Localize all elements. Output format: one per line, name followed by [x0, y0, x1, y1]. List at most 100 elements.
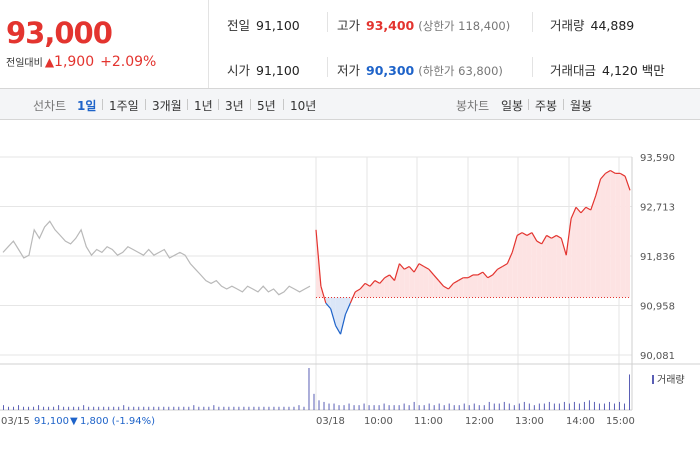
volume-bar [53, 406, 55, 410]
volume-bar [358, 405, 360, 410]
area-segment [443, 286, 449, 298]
area-segment [394, 263, 400, 298]
volume-bar [443, 405, 445, 410]
divider [327, 12, 328, 32]
price-segment [315, 229, 322, 287]
volume-bar [253, 406, 255, 410]
stat-high: 고가 93,400 (상한가 118,400) [337, 15, 510, 34]
period-5y-button[interactable]: 5년 [257, 99, 276, 113]
price-segment [423, 265, 430, 270]
area-segment [615, 173, 621, 298]
price-segment [511, 235, 518, 253]
volume-bar [503, 401, 505, 410]
volume-bar [193, 405, 195, 410]
weekly-candle-button[interactable]: 주봉 [535, 99, 558, 113]
period-1w-button[interactable]: 1주일 [109, 99, 139, 113]
volume-bar [553, 403, 555, 410]
area-segment [507, 252, 513, 298]
area-segment [492, 269, 498, 298]
period-3y-button[interactable]: 3년 [225, 99, 244, 113]
y-tick-label: 91,836 [640, 252, 675, 263]
y-axis: 93,590 92,713 91,836 90,958 90,081 [640, 153, 675, 362]
area-segment [409, 266, 415, 298]
area-segment [526, 232, 532, 298]
volume-bar [518, 403, 520, 410]
volume-bar [108, 406, 110, 410]
price-segment [404, 265, 410, 270]
period-3m-button[interactable]: 3개월 [152, 99, 182, 113]
volume-bar [33, 406, 35, 410]
candle-chart-label: 봉차트 [456, 99, 490, 113]
volume-bar [123, 405, 125, 410]
volume-bar [368, 405, 370, 410]
price-segment [477, 271, 484, 276]
area-segment [625, 176, 630, 298]
x-label-time: 13:00 [515, 416, 544, 427]
area-segment [419, 263, 424, 298]
volume-bar [73, 406, 75, 410]
area-segment [610, 170, 616, 298]
area-segment [605, 170, 611, 298]
stat-label: 전일 [227, 18, 251, 33]
stat-open: 시가 91,100 [227, 60, 300, 79]
area-segment [517, 232, 523, 298]
volume-bar [113, 406, 115, 410]
area-segment [325, 297, 331, 309]
area-segment [428, 269, 434, 298]
area-segment [512, 235, 518, 298]
divider [250, 99, 251, 110]
volume-bar [508, 403, 510, 410]
price-segment [379, 277, 386, 284]
volume-bar [313, 393, 315, 410]
price-segment [433, 274, 440, 281]
period-1y-button[interactable]: 1년 [194, 99, 213, 113]
volume-bar [318, 400, 320, 410]
divider [145, 99, 146, 110]
price-segment [575, 206, 582, 214]
volume-bar [308, 368, 310, 410]
volume-bar [188, 406, 190, 410]
area-segment [482, 272, 488, 298]
divider [327, 57, 328, 77]
volume-bar [568, 403, 570, 410]
area-segment [404, 266, 410, 298]
volume-bar [223, 406, 225, 410]
daily-candle-button[interactable]: 일봉 [501, 99, 524, 113]
volume-bar [448, 403, 450, 410]
area-segment [580, 207, 586, 298]
price-segment [560, 238, 567, 256]
chart-toolbar: 선차트 1일 1주일 3개월 1년 3년 5년 10년 봉차트 일봉 주봉 월봉 [0, 89, 700, 120]
x-label-time: 12:00 [465, 416, 494, 427]
price-segment [335, 325, 342, 335]
line-chart-label: 선차트 [33, 99, 67, 113]
area-segment [463, 277, 469, 298]
chart-areas [316, 170, 630, 335]
up-triangle-icon: ▲ [44, 55, 55, 69]
x-label-date: 03/18 [316, 416, 345, 427]
area-segment [335, 297, 341, 335]
volume-bar [198, 406, 200, 410]
volume-bar [243, 406, 245, 410]
price-chart[interactable]: 93,590 92,713 91,836 90,958 90,081 03/15 91,1… [0, 120, 700, 450]
volume-bar [103, 406, 105, 410]
x-label-time: 10:00 [364, 416, 393, 427]
price-segment [389, 274, 395, 281]
area-segment [477, 272, 483, 298]
area-segment [502, 263, 508, 298]
volume-bar [13, 406, 15, 410]
price-segment [413, 263, 420, 273]
monthly-candle-button[interactable]: 월봉 [570, 99, 593, 113]
volume-bar [563, 401, 565, 410]
volume-bar [338, 405, 340, 410]
price-segment [418, 263, 425, 267]
volume-bar [283, 406, 285, 410]
period-10y-button[interactable]: 10년 [290, 99, 317, 113]
volume-bar [533, 405, 535, 410]
volume-bar [258, 406, 260, 410]
volume-bar [418, 405, 420, 410]
period-1d-button[interactable]: 1일 [77, 99, 97, 113]
volume-bar [213, 405, 215, 410]
volume-bar [18, 405, 20, 410]
area-segment [620, 173, 626, 298]
volume-bar [168, 406, 170, 410]
